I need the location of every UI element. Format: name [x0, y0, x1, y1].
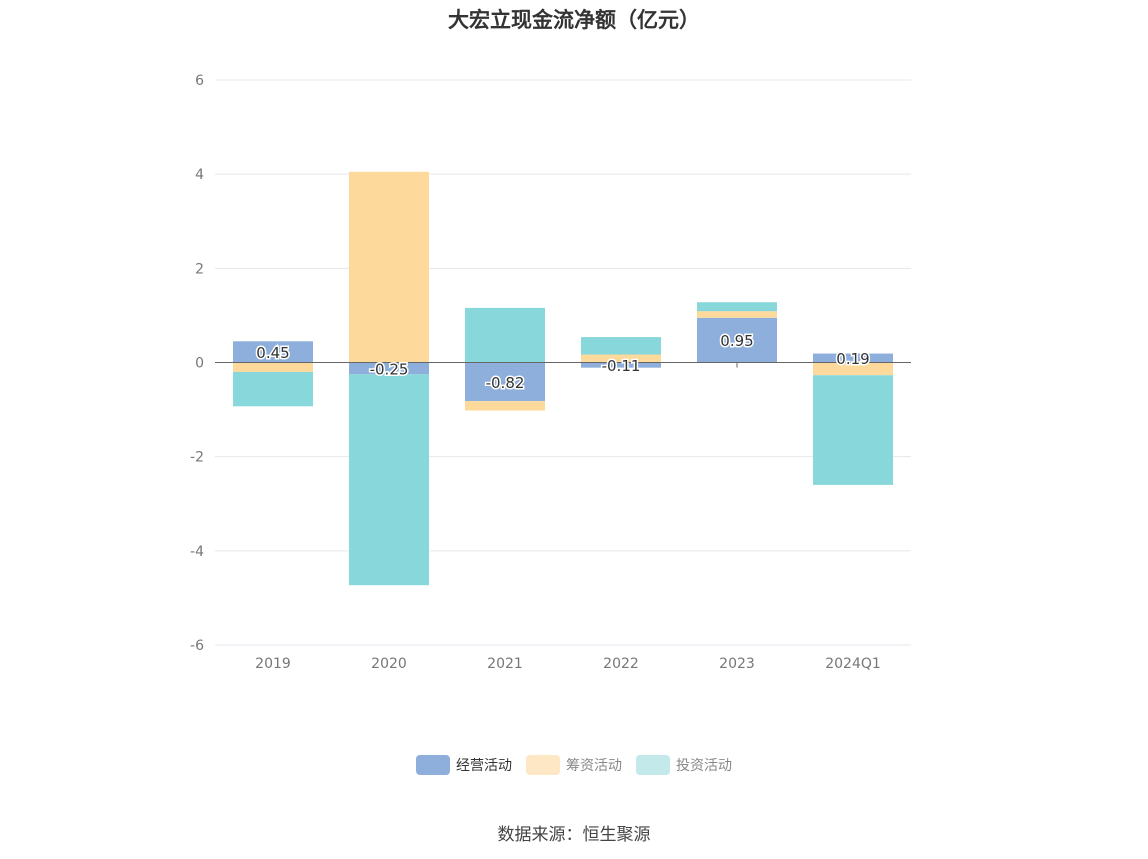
bar-financing — [233, 362, 313, 372]
x-tick-label: 2023 — [719, 656, 755, 672]
bar-operating — [233, 341, 313, 363]
y-tick-label: -2 — [190, 450, 204, 466]
data-label-operating: 0.45 — [256, 344, 289, 362]
legend-label-investing: 投资活动 — [676, 758, 732, 774]
x-tick-label: 2024Q1 — [825, 656, 881, 672]
bar-financing — [697, 311, 777, 318]
bar-financing — [349, 171, 429, 363]
bar-investing — [349, 374, 429, 586]
data-label-operating: 0.19 — [836, 350, 869, 368]
legend-item-investing[interactable]: 投资活动 — [636, 755, 732, 775]
bar-financing — [813, 362, 893, 376]
x-tick-label: 2019 — [255, 656, 291, 672]
bar-financing — [465, 401, 545, 411]
bar-investing — [813, 375, 893, 485]
cash-flow-chart: 6 4 2 0 -2 -4 -6 2019 2020 2021 2022 2023 2024Q1 0.45… — [190, 73, 911, 672]
bar-operating — [581, 362, 661, 368]
legend-swatch-financing — [526, 755, 560, 775]
chart-title: 大宏立现金流净额（亿元） — [448, 8, 700, 32]
y-tick-label: 2 — [195, 261, 204, 277]
x-tick-label: 2021 — [487, 656, 523, 672]
bar-operating — [349, 362, 429, 375]
bar-operating — [465, 362, 545, 402]
y-tick-label: 4 — [195, 167, 204, 183]
bar-operating — [697, 317, 777, 363]
x-tick-label: 2020 — [371, 656, 407, 672]
y-tick-label: -6 — [190, 638, 204, 654]
y-tick-label: -4 — [190, 544, 204, 560]
legend-item-operating[interactable]: 经营活动 — [416, 755, 512, 775]
legend-label-financing: 筹资活动 — [566, 758, 622, 774]
y-tick-label: 6 — [195, 73, 204, 89]
data-source-note: 数据来源：恒生聚源 — [497, 825, 651, 845]
bar-investing — [581, 337, 661, 355]
data-label-operating: -0.11 — [602, 357, 641, 375]
chart-legend: 经营活动 筹资活动 投资活动 — [0, 755, 1148, 775]
data-label-operating: -0.25 — [370, 360, 409, 378]
bar-investing — [697, 302, 777, 312]
x-tick-label: 2022 — [603, 656, 639, 672]
bar-investing — [465, 307, 545, 363]
data-label-operating: 0.95 — [720, 332, 753, 350]
bar-financing — [581, 354, 661, 363]
data-label-operating: -0.82 — [486, 374, 525, 392]
legend-item-financing[interactable]: 筹资活动 — [526, 755, 622, 775]
legend-label-operating: 经营活动 — [456, 758, 512, 774]
bar-investing — [233, 371, 313, 407]
legend-swatch-operating — [416, 755, 450, 775]
legend-swatch-investing — [636, 755, 670, 775]
y-tick-label: 0 — [195, 356, 204, 372]
bar-operating — [813, 353, 893, 363]
